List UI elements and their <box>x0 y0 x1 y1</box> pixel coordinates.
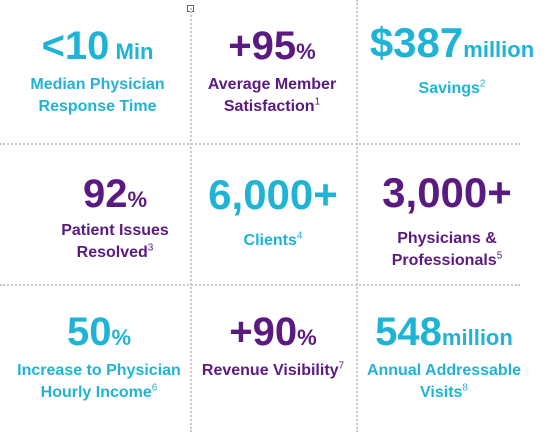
stat-unit: % <box>111 325 132 350</box>
stat-value: 3,000+ <box>382 169 512 216</box>
stat-unit: % <box>127 187 148 212</box>
stat-unit: % <box>296 39 316 64</box>
divider-horizontal-2 <box>0 284 520 286</box>
stat-label: Median Physician <box>30 76 165 93</box>
stat-unit: % <box>297 325 317 350</box>
footnote-marker: 7 <box>338 360 345 372</box>
stat-label: Savings <box>418 80 480 97</box>
stat-label: Hourly Income <box>40 384 152 401</box>
footnote-marker: 1 <box>314 96 321 108</box>
stat-annual-addressable-visits: 548million Annual Addressable Visits8 <box>364 312 524 404</box>
stat-value: $387 <box>369 19 464 66</box>
stat-label: Patient Issues <box>61 222 169 239</box>
stat-label: Annual Addressable <box>366 362 522 379</box>
stat-label: Professionals <box>391 252 497 269</box>
stat-label: Response Time <box>38 98 157 115</box>
divider-vertical-2 <box>356 0 358 432</box>
footnote-marker: 4 <box>296 230 303 242</box>
footnote-marker: 6 <box>151 382 158 394</box>
stat-unit: million <box>441 325 513 350</box>
stat-value: +95 <box>228 24 297 68</box>
stat-label: Satisfaction <box>223 98 315 115</box>
stat-label: Resolved <box>76 244 148 261</box>
stat-physician-hourly-income: 50% Increase to Physician Hourly Income6 <box>2 312 196 404</box>
divider-horizontal-1 <box>0 143 520 145</box>
stat-value: <10 <box>41 24 110 68</box>
footnote-marker: 8 <box>462 382 468 394</box>
stat-unit: Min <box>115 39 154 64</box>
footnote-marker: 3 <box>147 242 154 254</box>
stat-clients: 6,000+ Clients4 <box>192 174 354 252</box>
stat-label: Physicians & <box>397 230 497 247</box>
stat-label: Visits <box>420 384 463 401</box>
footnote-marker: 2 <box>479 78 486 90</box>
stat-savings: $387million Savings2 <box>362 22 542 100</box>
stat-label: Clients <box>243 232 297 249</box>
stat-patient-issues-resolved: 92% Patient Issues Resolved3 <box>20 174 210 264</box>
stat-label: Revenue Visibility <box>201 362 339 379</box>
stat-unit: million <box>463 37 535 62</box>
stat-value: 50 <box>66 310 112 354</box>
stat-median-response-time: <10 Min Median Physician Response Time <box>0 26 195 118</box>
stat-physicians-professionals: 3,000+ Physicians & Professionals5 <box>364 172 530 272</box>
stat-label: Increase to Physician <box>17 362 181 379</box>
stat-value: 6,000+ <box>208 171 338 218</box>
stat-value: 92 <box>82 172 128 216</box>
divider-vertical-1 <box>190 8 192 432</box>
stat-member-satisfaction: +95% Average Member Satisfaction1 <box>185 26 359 118</box>
stat-revenue-visibility: +90% Revenue Visibility7 <box>192 312 354 382</box>
stat-label: Average Member <box>207 76 337 93</box>
stat-value: +90 <box>229 310 298 354</box>
footnote-marker: 5 <box>496 250 503 262</box>
stat-value: 548 <box>375 310 442 354</box>
